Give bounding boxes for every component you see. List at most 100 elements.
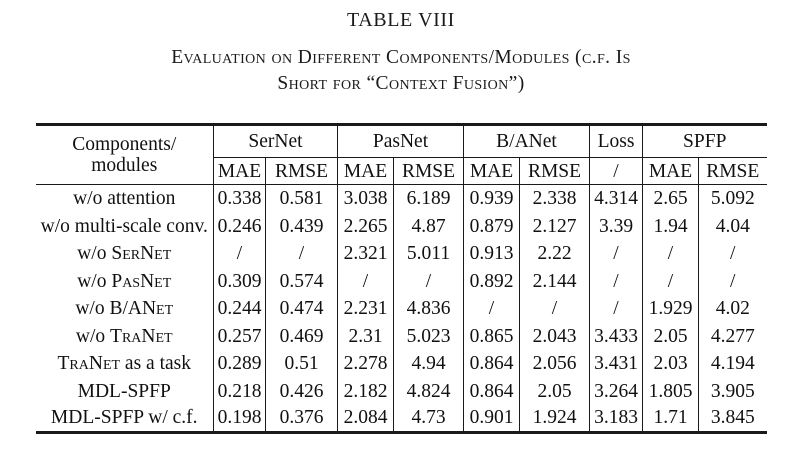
- data-cell: 2.265: [337, 212, 394, 240]
- row-label: w/o PasNet: [36, 267, 214, 295]
- header-components-line: Components/: [72, 134, 177, 156]
- header-components-modules: Components/modules: [35, 124, 214, 186]
- header-components-line: modules: [91, 155, 158, 177]
- data-cell: 0.289: [213, 349, 266, 378]
- data-cell: 2.144: [519, 267, 590, 295]
- table-row: w/o multi-scale conv. 0.246 0.439 2.265 4.87…: [36, 212, 767, 240]
- data-cell: 2.65: [642, 184, 699, 213]
- data-cell: 1.71: [642, 404, 699, 433]
- data-cell: 0.309: [213, 267, 266, 295]
- row-label: MDL-SPFP w/ c.f.: [36, 405, 214, 433]
- data-cell: 3.038: [337, 184, 394, 213]
- data-cell: 3.183: [589, 404, 643, 433]
- data-cell: 0.376: [265, 404, 338, 433]
- data-cell: 3.433: [589, 322, 643, 350]
- row-label-smallcaps-part: TraNet: [57, 353, 121, 374]
- row-label: TraNet as a task: [36, 350, 214, 378]
- data-cell: 5.023: [393, 322, 464, 350]
- data-cell: 0.939: [463, 184, 520, 213]
- data-cell: 0.246: [213, 212, 266, 240]
- data-cell: 3.264: [589, 377, 643, 405]
- data-cell: /: [463, 294, 520, 323]
- header-metric-cell: MAE: [642, 157, 699, 186]
- header-group-sernet: SerNet: [213, 124, 338, 159]
- data-cell: 2.31: [337, 322, 394, 350]
- table-row: w/o TraNet 0.257 0.469 2.31 5.023 0.865 2.043 3…: [36, 322, 767, 350]
- header-metric-cell: RMSE: [265, 157, 338, 186]
- row-label-smallcaps-part: SerNet: [111, 243, 172, 264]
- data-cell: 0.901: [463, 404, 520, 433]
- data-cell: 1.929: [642, 294, 699, 323]
- header-metric-cell: RMSE: [393, 157, 464, 186]
- caption-line-1: Evaluation on Different Components/Modul…: [171, 47, 631, 68]
- data-cell: 0.574: [265, 267, 338, 295]
- header-metric-cell: MAE: [463, 157, 520, 186]
- data-cell: 4.87: [393, 212, 464, 240]
- data-cell: /: [337, 267, 394, 295]
- data-cell: 0.913: [463, 239, 520, 268]
- row-label-smallcaps-part: PasNet: [111, 270, 172, 292]
- header-metric-cell: RMSE: [519, 157, 590, 186]
- data-cell: 4.824: [393, 377, 464, 405]
- row-label-part: as a task: [120, 353, 191, 374]
- row-label-smallcaps-part: Net: [141, 298, 174, 319]
- table-row: w/o attention 0.338 0.581 3.038 6.189 0.939 2.…: [36, 184, 767, 213]
- row-label-part: w/o attention: [73, 188, 176, 210]
- data-cell: 2.338: [519, 184, 590, 213]
- data-cell: 0.469: [265, 322, 338, 350]
- data-cell: 0.244: [213, 294, 266, 323]
- data-cell: /: [589, 294, 643, 323]
- data-cell: 1.805: [642, 377, 699, 405]
- table-title: TABLE VIII: [347, 9, 455, 31]
- header-row-metrics: MAE RMSE MAE RMSE MAE RMSE / MAE RMSE: [36, 157, 767, 186]
- table-row: w/o SerNet //2.321 5.011 0.913 2.22// /: [36, 239, 767, 268]
- data-cell: 0.864: [463, 349, 520, 378]
- data-cell: 0.198: [213, 404, 266, 433]
- data-cell: 0.581: [265, 184, 338, 213]
- data-cell: /: [642, 267, 699, 295]
- data-cell: /: [519, 294, 590, 323]
- data-cell: /: [213, 239, 266, 268]
- data-cell: 0.218: [213, 377, 266, 405]
- data-cell: 0.474: [265, 294, 338, 323]
- row-label-part: MDL-SPFP w/ c.f.: [50, 407, 198, 429]
- row-label-part: w/o: [77, 270, 112, 292]
- header-metric-cell: MAE: [337, 157, 394, 186]
- caption-line-2: Short for “Context Fusion”): [277, 72, 525, 94]
- header-metric-cell: /: [589, 157, 643, 186]
- data-cell: /: [698, 239, 767, 268]
- data-cell: 3.431: [589, 349, 643, 378]
- data-cell: /: [589, 267, 643, 295]
- data-cell: 2.05: [642, 322, 699, 350]
- data-cell: 4.314: [589, 184, 643, 213]
- data-cell: /: [265, 239, 338, 268]
- row-label: w/o SerNet: [36, 240, 214, 268]
- row-label-part: w/o: [77, 243, 112, 264]
- table-row: w/o B/ANet 0.244 0.474 2.231 4.836///1.929 4.…: [36, 294, 767, 323]
- data-cell: 0.257: [213, 322, 266, 350]
- data-cell: /: [698, 267, 767, 295]
- row-label-part: MDL-SPFP: [77, 380, 171, 402]
- data-cell: 2.321: [337, 239, 394, 268]
- data-cell: 5.011: [393, 239, 464, 268]
- results-table: Components/modules SerNet PasNet B/ANet Loss…: [35, 123, 767, 434]
- row-label: w/o TraNet: [36, 322, 214, 350]
- data-cell: 1.924: [519, 404, 590, 433]
- data-cell: 5.092: [698, 184, 767, 213]
- row-label: w/o B/ANet: [36, 295, 214, 323]
- data-cell: 0.51: [265, 349, 338, 378]
- data-cell: 4.04: [698, 212, 767, 240]
- data-cell: 4.277: [698, 322, 767, 350]
- table-row: MDL-SPFP w/ c.f. 0.198 0.376 2.084 4.73 0.901…: [36, 404, 767, 433]
- data-cell: 6.189: [393, 184, 464, 213]
- table-row: w/o PasNet 0.309 0.574//0.892 2.144// /: [36, 267, 767, 295]
- data-cell: 2.231: [337, 294, 394, 323]
- data-cell: 0.892: [463, 267, 520, 295]
- data-cell: 0.879: [463, 212, 520, 240]
- table-body: w/o attention 0.338 0.581 3.038 6.189 0.939 2.…: [36, 184, 767, 433]
- data-cell: 2.182: [337, 377, 394, 405]
- header-metric-cell: MAE: [213, 157, 266, 186]
- data-cell: 3.39: [589, 212, 643, 240]
- data-cell: 2.084: [337, 404, 394, 433]
- data-cell: 0.864: [463, 377, 520, 405]
